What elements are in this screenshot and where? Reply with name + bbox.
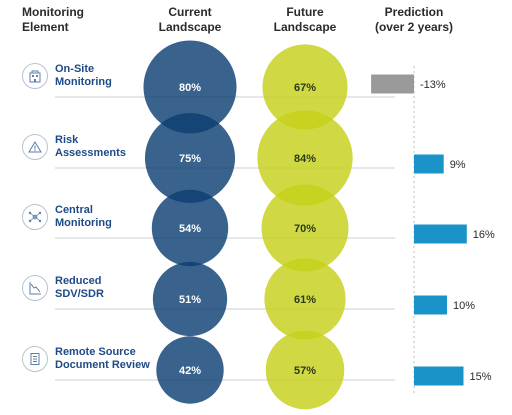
header-current-landscape: Current Landscape (158, 5, 222, 34)
current-value-label: 75% (179, 153, 201, 165)
prediction-value-label: 15% (470, 371, 492, 383)
current-value-label: 51% (179, 294, 201, 306)
prediction-value-label: -13% (420, 79, 446, 91)
document-icon (22, 346, 48, 372)
future-value-label: 61% (294, 294, 316, 306)
current-value-label: 42% (179, 365, 201, 377)
prediction-value-label: 9% (450, 159, 466, 171)
building-icon (22, 63, 48, 89)
future-bubble (265, 330, 345, 410)
prediction-bar (414, 154, 444, 174)
future-value-label: 67% (294, 82, 316, 94)
chart-decline-icon (22, 275, 48, 301)
future-value-label: 70% (294, 223, 316, 235)
prediction-bar (414, 366, 464, 386)
row-label: Central Monitoring (55, 204, 112, 229)
row-label: Reduced SDV/SDR (55, 275, 104, 300)
row-label: Remote Source Document Review (55, 346, 150, 371)
future-value-label: 57% (294, 365, 316, 377)
warning-icon (22, 134, 48, 160)
future-bubble (262, 44, 348, 130)
future-value-label: 84% (294, 153, 316, 165)
current-bubble (144, 112, 236, 204)
prediction-value-label: 16% (473, 229, 495, 241)
prediction-value-label: 10% (453, 300, 475, 312)
row-label: On-Site Monitoring (55, 63, 112, 88)
prediction-bar (414, 295, 447, 315)
prediction-bar (371, 74, 414, 94)
row-label: Risk Assessments (55, 134, 126, 159)
current-value-label: 54% (179, 223, 201, 235)
network-icon (22, 204, 48, 230)
current-bubble (143, 40, 237, 134)
prediction-bar (414, 224, 467, 244)
future-bubble (261, 184, 349, 272)
current-bubble (151, 189, 229, 267)
current-bubble (156, 336, 224, 404)
future-bubble (264, 258, 346, 340)
future-bubble (257, 110, 353, 206)
header-prediction: Prediction (over 2 years) (374, 5, 454, 34)
header-future-landscape: Future Landscape (273, 5, 337, 34)
current-value-label: 80% (179, 82, 201, 94)
current-bubble (152, 261, 228, 337)
header-monitoring-element: Monitoring Element (22, 5, 84, 34)
